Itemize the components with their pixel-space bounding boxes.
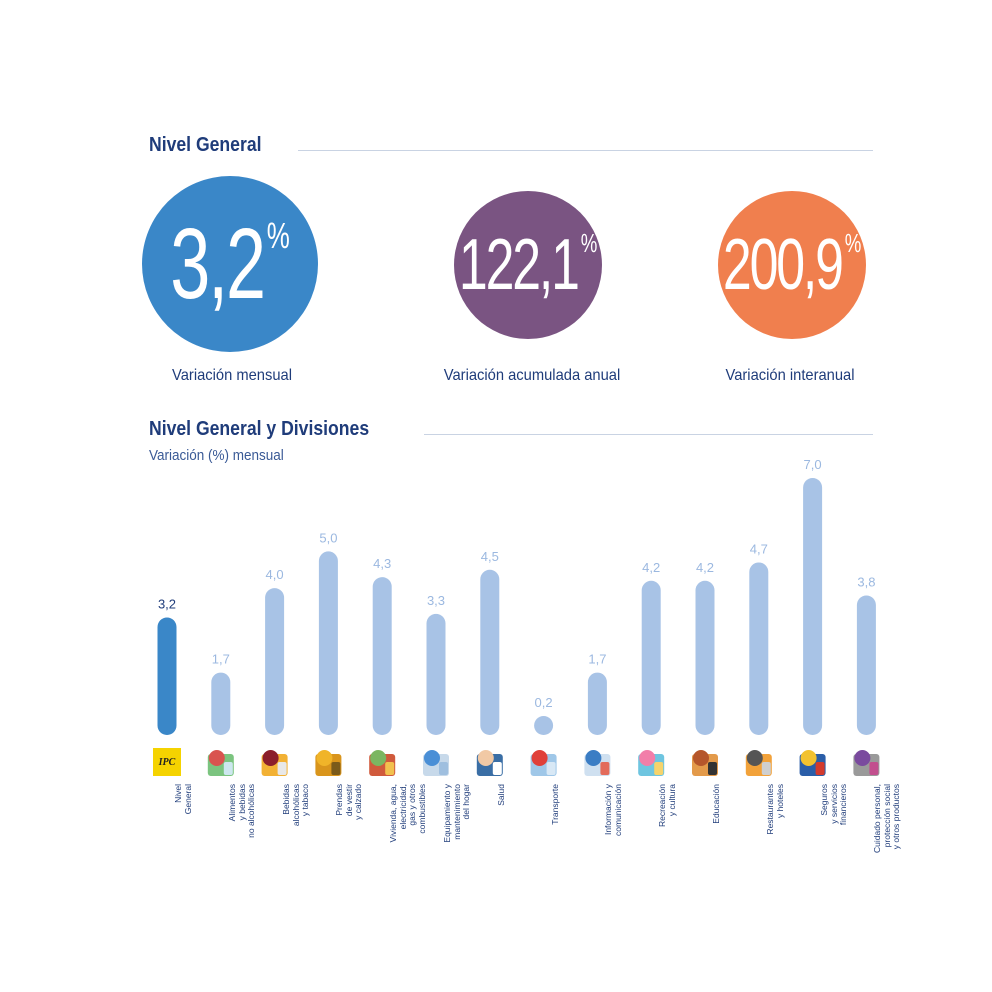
bar-7 bbox=[534, 716, 554, 735]
category-label-text: Información y comunicación bbox=[603, 784, 623, 836]
interannual-label: Variación interanual bbox=[725, 367, 855, 384]
bar-4 bbox=[372, 577, 392, 735]
category-label-12: Seguros y servicios financieros bbox=[806, 784, 848, 984]
bar-11 bbox=[749, 562, 769, 735]
divisions-divider bbox=[424, 434, 873, 435]
bar-1 bbox=[211, 672, 231, 735]
bank-icon bbox=[799, 750, 826, 776]
house-icon bbox=[369, 750, 396, 776]
bar-0 bbox=[157, 617, 177, 735]
category-label-text: Recreación y cultura bbox=[657, 784, 677, 827]
category-label-text: Equipamiento y mantenimiento del hogar bbox=[442, 784, 471, 843]
annual-cumulative-label: Variación acumulada anual bbox=[443, 367, 621, 384]
monthly-variation-circle: 3,2% bbox=[142, 176, 318, 352]
category-label-8: Información y comunicación bbox=[590, 784, 623, 984]
category-label-0: Nivel General bbox=[160, 784, 193, 984]
bar-2 bbox=[265, 588, 285, 735]
category-label-13: Cuidado personal, protección social y ot… bbox=[859, 784, 901, 984]
jacket-icon bbox=[315, 750, 342, 776]
category-label-1: Alimentos y bebidas no alcohólicas bbox=[214, 784, 256, 984]
dining-icon bbox=[745, 750, 772, 776]
value-label-2: 4,0 bbox=[266, 567, 284, 582]
doctor-icon bbox=[476, 750, 503, 776]
theater-masks-icon bbox=[638, 750, 665, 776]
bar-6 bbox=[480, 569, 500, 735]
category-label-9: Recreación y cultura bbox=[644, 784, 677, 984]
value-label-10: 4,2 bbox=[696, 560, 714, 575]
computer-icon bbox=[584, 750, 611, 776]
value-label-6: 4,5 bbox=[481, 549, 499, 564]
page-title: Nivel General bbox=[149, 134, 262, 156]
category-label-3: Prendas de vestir y calzado bbox=[321, 784, 363, 984]
category-label-text: Prendas de vestir y calzado bbox=[334, 784, 364, 820]
category-label-2: Bebidas alcohólicas y tabaco bbox=[268, 784, 310, 984]
title-divider bbox=[298, 150, 873, 151]
bar-12 bbox=[803, 478, 823, 735]
interannual-unit: % bbox=[844, 229, 862, 258]
category-label-7: Transporte bbox=[537, 784, 560, 984]
annual-cumulative-unit: % bbox=[580, 229, 598, 258]
bar-3 bbox=[318, 551, 338, 735]
car-plane-icon bbox=[530, 750, 557, 776]
school-icon bbox=[692, 750, 718, 776]
monthly-variation-value: 3,2 bbox=[170, 208, 266, 320]
value-label-13: 3,8 bbox=[857, 574, 875, 589]
bar-9 bbox=[641, 580, 661, 735]
bar-10 bbox=[695, 580, 715, 735]
category-label-text: Bebidas alcohólicas y tabaco bbox=[280, 784, 310, 827]
ipc-logo-text: IPC bbox=[158, 757, 176, 768]
category-label-text: Seguros y servicios financieros bbox=[818, 784, 848, 826]
ipc-logo-icon: IPC bbox=[153, 748, 181, 776]
annual-cumulative-circle: 122,1% bbox=[454, 191, 602, 339]
value-label-7: 0,2 bbox=[535, 695, 553, 710]
value-label-1: 1,7 bbox=[212, 652, 230, 667]
category-label-5: Equipamiento y mantenimiento del hogar bbox=[429, 784, 471, 984]
category-label-text: Salud bbox=[495, 784, 506, 806]
divisions-subtitle: Variación (%) mensual bbox=[149, 447, 284, 464]
value-label-9: 4,2 bbox=[642, 560, 660, 575]
appliance-icon bbox=[423, 750, 449, 776]
bar-8 bbox=[587, 672, 607, 735]
category-label-10: Educación bbox=[698, 784, 721, 984]
value-label-3: 5,0 bbox=[319, 530, 337, 545]
category-label-text: Alimentos y bebidas no alcohólicas bbox=[226, 784, 256, 838]
monthly-variation-unit: % bbox=[266, 214, 290, 256]
category-label-6: Salud bbox=[483, 784, 506, 984]
food-icon bbox=[207, 750, 234, 776]
value-label-11: 4,7 bbox=[750, 541, 768, 556]
bar-5 bbox=[426, 613, 446, 735]
category-label-text: Nivel General bbox=[173, 784, 193, 815]
value-label-12: 7,0 bbox=[804, 457, 822, 472]
bottle-icon bbox=[261, 750, 288, 776]
annual-cumulative-value: 122,1 bbox=[458, 225, 580, 305]
monthly-variation-label: Variación mensual bbox=[171, 367, 293, 384]
value-label-0: 3,2 bbox=[158, 597, 176, 612]
divisions-title: Nivel General y Divisiones bbox=[149, 418, 370, 440]
value-label-5: 3,3 bbox=[427, 593, 445, 608]
category-label-text: Educación bbox=[711, 784, 721, 824]
category-label-text: Restaurantes y hoteles bbox=[764, 784, 785, 835]
interannual-circle: 200,9% bbox=[718, 191, 866, 339]
value-label-4: 4,3 bbox=[373, 556, 391, 571]
value-label-8: 1,7 bbox=[588, 652, 606, 667]
category-label-text: Cuidado personal, protección social y ot… bbox=[872, 784, 902, 853]
category-label-text: Transporte bbox=[549, 784, 560, 825]
interannual-value: 200,9 bbox=[722, 225, 844, 305]
category-label-text: Vivienda, agua, electricidad, gas y otro… bbox=[388, 784, 427, 843]
personal-care-icon bbox=[853, 750, 880, 776]
bar-13 bbox=[856, 595, 876, 735]
category-label-4: Vivienda, agua, electricidad, gas y otro… bbox=[375, 784, 427, 984]
category-label-11: Restaurantes y hoteles bbox=[752, 784, 785, 984]
